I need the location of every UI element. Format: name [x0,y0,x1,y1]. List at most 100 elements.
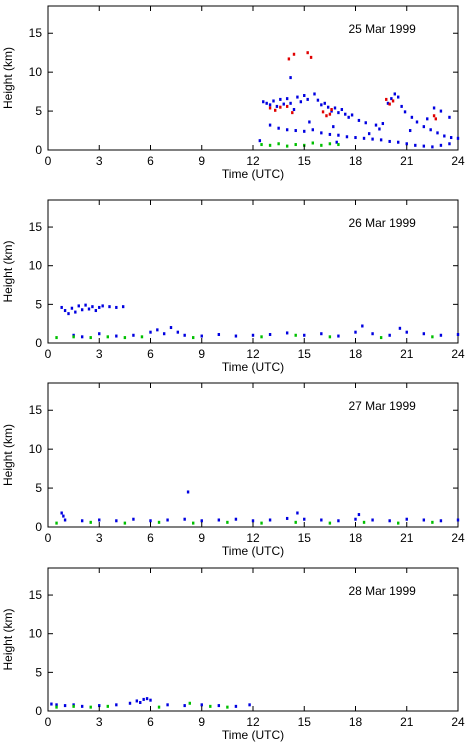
x-tick-label: 21 [400,347,414,361]
data-point [260,143,263,147]
data-point [275,104,279,108]
data-point [306,97,309,101]
data-point [123,336,127,340]
data-point [388,102,391,106]
panel-date-label: 28 Mar 1999 [348,584,416,598]
data-point [132,517,135,521]
data-point [311,141,314,145]
data-point [337,334,340,338]
data-point [321,110,325,114]
x-tick-label: 6 [147,531,154,545]
data-point [320,103,323,107]
data-point [354,517,357,521]
data-point [364,121,367,125]
data-point [192,521,195,525]
data-point [260,521,263,525]
x-axis-title: Time (UTC) [222,360,284,374]
panel-date-label: 25 Mar 1999 [348,22,416,36]
data-point [200,519,203,523]
data-point [149,698,152,702]
data-point [268,106,272,110]
data-point [443,134,446,138]
x-tick-label: 3 [96,715,103,729]
data-point [303,94,306,98]
data-point [98,518,101,522]
data-point [166,518,169,522]
data-point [320,518,323,522]
series-green [55,701,229,709]
data-point [62,514,65,518]
data-point [361,324,364,328]
x-tick-label: 0 [45,347,52,361]
data-point [234,704,238,708]
data-point [106,704,109,708]
chart-panel-2: 0 3 6 9 12 15 18 21 24 0 5 10 15 Time (UTC) Height (km… [1,199,465,374]
data-point [162,332,166,336]
x-tick-label: 9 [198,531,205,545]
data-point [299,100,303,104]
data-point [388,519,391,523]
data-point [200,703,203,707]
x-tick-label: 18 [349,531,363,545]
data-point [123,521,127,525]
data-point [397,521,400,525]
data-point [149,519,152,523]
y-axis-title: Height (km) [1,608,15,670]
data-point [285,97,289,101]
data-point [434,117,437,121]
data-point [183,517,186,521]
data-point [357,118,361,122]
data-point [70,306,74,310]
data-point [432,106,436,110]
data-point [72,335,75,339]
data-point [169,326,173,330]
data-point [391,99,395,103]
data-point [320,332,323,336]
data-point [422,518,426,522]
data-point [98,704,101,708]
data-point [347,115,350,119]
data-point [101,304,104,308]
data-point [309,55,313,59]
data-point [234,517,238,521]
data-point [106,335,109,339]
data-point [320,143,323,147]
data-point [292,108,296,112]
data-point [87,307,91,311]
y-tick-label: 10 [29,259,43,273]
data-point [140,335,144,339]
data-point [448,142,451,146]
y-axis-title: Height (km) [1,424,15,486]
data-point [386,101,390,105]
data-point [323,101,326,105]
plot-frame [47,199,459,344]
data-point [60,305,63,309]
data-point [84,303,87,307]
data-point [285,144,289,148]
data-point [80,519,84,523]
data-point [63,518,67,522]
y-tick-label: 5 [35,104,42,118]
data-point [390,97,393,101]
panel-date-label: 27 Mar 1999 [348,399,416,413]
data-point [431,335,434,339]
y-axis-title: Height (km) [1,47,15,109]
y-tick-label: 10 [29,442,43,456]
x-tick-label: 9 [198,715,205,729]
data-point [371,518,374,522]
data-point [415,120,419,124]
data-point [456,136,460,140]
data-point [145,697,149,701]
y-tick-label: 5 [35,297,42,311]
data-point [354,136,357,140]
data-point [272,99,275,103]
data-point [287,57,291,61]
data-point [142,697,145,701]
x-tick-label: 21 [400,154,414,168]
data-point [439,333,443,337]
data-point [63,704,67,708]
data-point [410,115,414,119]
data-point [72,704,75,708]
y-tick-label: 10 [29,627,43,641]
